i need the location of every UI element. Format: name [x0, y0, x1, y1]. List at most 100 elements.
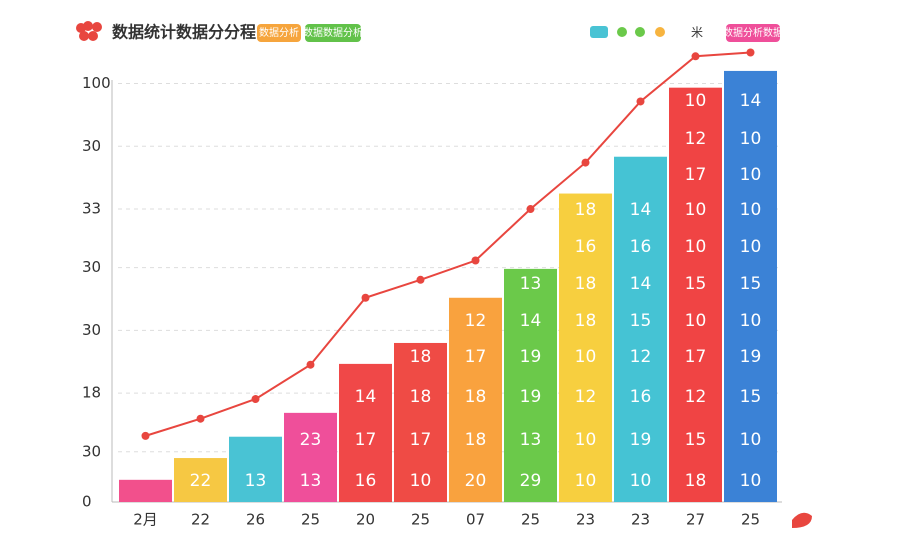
bar-label: 10 — [740, 200, 762, 220]
bar-label: 10 — [740, 430, 762, 450]
bar-label: 18 — [465, 430, 487, 450]
bar-label: 16 — [575, 237, 597, 257]
line — [145, 51, 751, 437]
bar-label: 10 — [410, 471, 432, 491]
bar-label: 18 — [575, 311, 597, 331]
x-tick-label: 20 — [356, 511, 375, 529]
bar-label: 18 — [410, 347, 432, 367]
bar — [559, 193, 612, 502]
line-point — [526, 205, 535, 214]
line-point — [361, 293, 370, 302]
line-point — [581, 158, 590, 167]
badge — [726, 24, 780, 42]
bar-label: 19 — [740, 347, 762, 367]
bar — [284, 412, 337, 502]
bar-label: 15 — [740, 274, 762, 294]
bar — [669, 87, 722, 503]
line-point — [141, 431, 150, 440]
bar-label: 12 — [685, 129, 707, 149]
bar-label: 14 — [520, 311, 542, 331]
y-tick-label: 30 — [82, 137, 101, 155]
badge — [305, 24, 361, 42]
bar-label: 16 — [630, 387, 652, 407]
badge-text: 数据数据分析 — [303, 26, 363, 39]
bar — [339, 363, 392, 502]
legend-dot — [617, 27, 627, 37]
bar-label: 17 — [465, 347, 487, 367]
x-tick-label: 25 — [411, 511, 430, 529]
bar-label: 10 — [685, 91, 707, 111]
y-tick-label: 18 — [82, 384, 101, 402]
bar-label: 12 — [630, 347, 652, 367]
badge-text: 数据分析 — [259, 26, 299, 39]
x-tick-label: 07 — [466, 511, 485, 529]
bar-label: 13 — [520, 274, 542, 294]
bar-label: 12 — [685, 387, 707, 407]
bar-label: 10 — [740, 471, 762, 491]
bar-label: 12 — [465, 311, 487, 331]
bar-label: 10 — [575, 347, 597, 367]
y-tick-label: 100 — [82, 74, 111, 92]
line-point — [416, 275, 425, 284]
x-tick-label: 25 — [301, 511, 320, 529]
bar-label: 14 — [355, 387, 377, 407]
legend-dot — [655, 27, 665, 37]
icon — [792, 512, 812, 528]
bar-label: 15 — [685, 274, 707, 294]
x-tick-label: 26 — [246, 511, 265, 529]
x-tick-label: 2月 — [133, 511, 158, 529]
bar-label: 10 — [685, 200, 707, 220]
bar-label: 18 — [410, 387, 432, 407]
bar-label: 18 — [575, 274, 597, 294]
bar — [504, 268, 557, 502]
bar-label: 13 — [520, 430, 542, 450]
legend-dot — [635, 27, 645, 37]
badge-text: 数据分析数据 — [723, 26, 783, 39]
bar-label: 10 — [630, 471, 652, 491]
bar-label: 10 — [740, 237, 762, 257]
x-tick-label: 25 — [521, 511, 540, 529]
bar-label: 14 — [740, 91, 762, 111]
line-point — [196, 414, 205, 423]
y-tick-label: 30 — [82, 442, 101, 460]
line-point — [471, 256, 480, 265]
bar-label: 18 — [575, 200, 597, 220]
bar-label: 17 — [685, 165, 707, 185]
line-point — [746, 48, 755, 57]
badge — [257, 24, 301, 42]
bar-label: 10 — [740, 311, 762, 331]
bar-label: 16 — [355, 471, 377, 491]
line-point — [306, 360, 315, 369]
bar-label: 14 — [630, 274, 652, 294]
x-tick-label: 22 — [191, 511, 210, 529]
chart-title: 数据统计数据分分程 — [112, 23, 256, 42]
bar-label: 19 — [520, 347, 542, 367]
bar-label: 18 — [685, 471, 707, 491]
bar-label: 17 — [685, 347, 707, 367]
y-tick-label: 0 — [82, 493, 92, 511]
bar-label: 15 — [630, 311, 652, 331]
line-point — [251, 395, 260, 404]
x-tick-label: 25 — [741, 511, 760, 529]
legend-text: 米 — [691, 26, 703, 40]
bar-label: 19 — [630, 430, 652, 450]
legend-dot — [590, 26, 608, 38]
bar-label: 10 — [685, 311, 707, 331]
bar-label: 13 — [300, 471, 322, 491]
bar-label: 10 — [575, 430, 597, 450]
bar-label: 12 — [575, 387, 597, 407]
bar — [724, 70, 777, 502]
x-tick-label: 27 — [686, 511, 705, 529]
bar-label: 18 — [465, 387, 487, 407]
bar — [229, 436, 282, 502]
bar-label: 17 — [410, 430, 432, 450]
bar-label: 20 — [465, 471, 487, 491]
y-tick-label: 30 — [82, 321, 101, 339]
bar-label: 23 — [300, 430, 322, 450]
line-point — [691, 52, 700, 61]
line-point — [636, 97, 645, 106]
y-tick-label: 30 — [82, 258, 101, 276]
bar-label: 16 — [630, 237, 652, 257]
bar-label: 13 — [245, 471, 267, 491]
